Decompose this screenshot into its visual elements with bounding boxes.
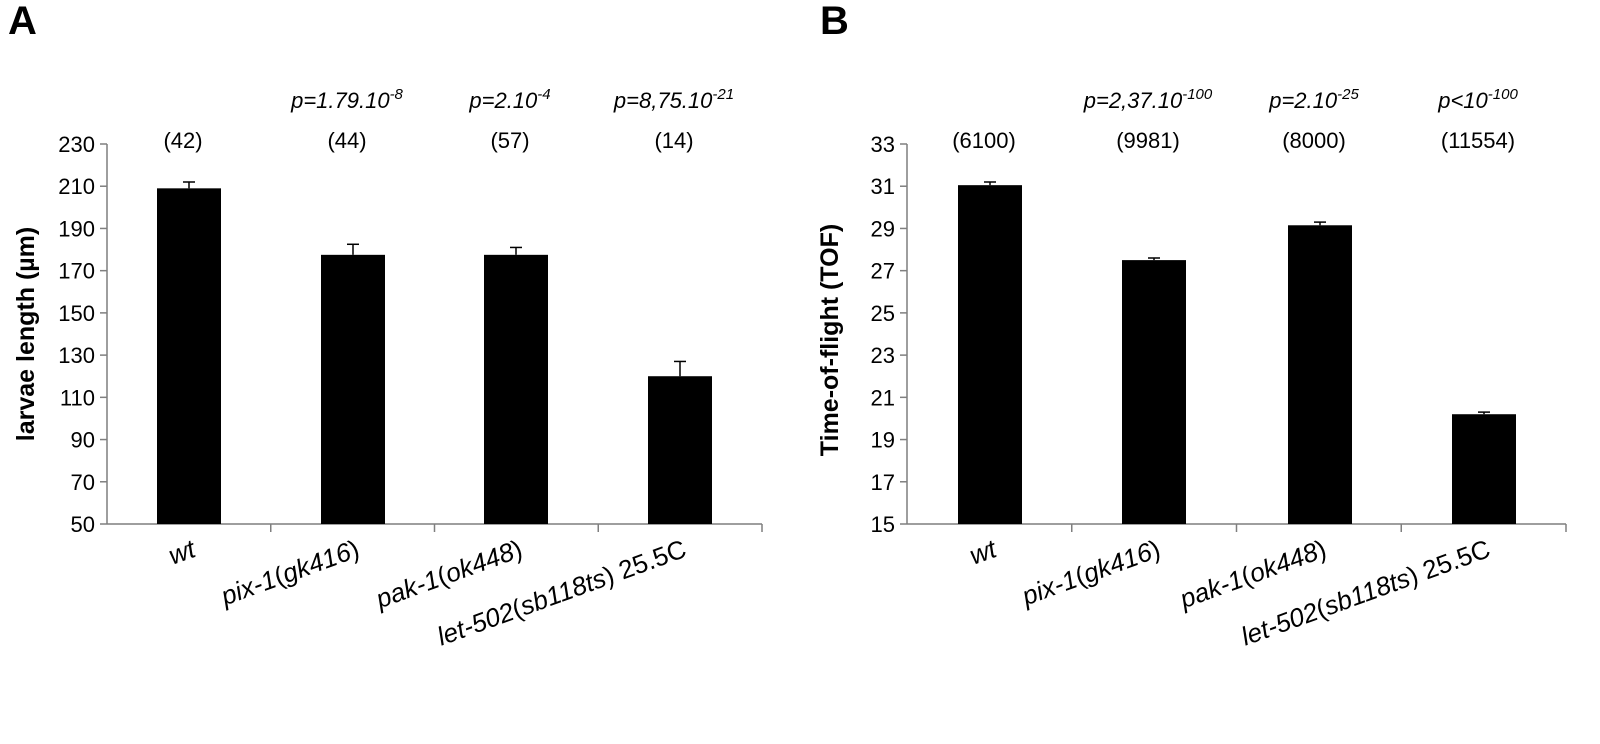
p-value-label: p=8,75.10-21 <box>613 86 734 113</box>
panel-b: B Time-of-flight (TOF) 15 17 19 21 23 25 27 29 31 3… <box>816 0 1567 651</box>
n-label: (9981) <box>1116 128 1180 153</box>
panel-letter: B <box>820 0 849 43</box>
y-tick-label: 27 <box>871 259 895 284</box>
y-tick-label: 33 <box>871 132 895 157</box>
y-tick-label: 230 <box>58 132 95 157</box>
bar-3 <box>648 376 712 524</box>
n-label: (42) <box>163 128 202 153</box>
y-tick-label: 31 <box>871 174 895 199</box>
bar-1 <box>321 254 385 525</box>
x-category-label: pix-1(gk416) <box>216 533 363 611</box>
p-value-label: p=2,37.10-100 <box>1083 86 1213 113</box>
n-label: (44) <box>327 128 366 153</box>
x-category-label: wt <box>164 533 200 571</box>
y-tick-label: 150 <box>58 301 95 326</box>
y-tick-label: 210 <box>58 174 95 199</box>
y-tick-label: 190 <box>58 216 95 241</box>
panel-letter: A <box>8 0 37 43</box>
x-category-label: wt <box>965 533 1001 571</box>
n-label: (14) <box>654 128 693 153</box>
bar-2 <box>484 254 548 525</box>
bar-2 <box>1288 225 1352 524</box>
y-tick-label: 29 <box>871 216 895 241</box>
bar-3 <box>1452 414 1516 524</box>
bar-0 <box>157 188 221 525</box>
y-tick-label: 50 <box>71 512 95 537</box>
y-axis-label: larvae length (µm) <box>12 227 40 441</box>
y-tick-label: 23 <box>871 343 895 368</box>
y-tick-label: 17 <box>871 470 895 495</box>
n-label: (11554) <box>1441 128 1515 153</box>
y-tick-label: 25 <box>871 301 895 326</box>
y-tick-label: 90 <box>71 428 95 453</box>
y-tick-label: 15 <box>871 512 895 537</box>
n-label: (8000) <box>1282 128 1346 153</box>
p-value-label: p<10-100 <box>1437 86 1518 113</box>
x-category-label: pix-1(gk416) <box>1017 533 1164 611</box>
p-value-label: p=2.10-4 <box>468 86 550 113</box>
n-label: (57) <box>490 128 529 153</box>
y-axis-label: Time-of-flight (TOF) <box>816 224 844 456</box>
p-value-label: p=2.10-25 <box>1268 86 1359 113</box>
bar-1 <box>1122 260 1186 524</box>
bar-0 <box>958 185 1022 524</box>
y-tick-label: 130 <box>58 343 95 368</box>
y-tick-label: 21 <box>871 385 895 410</box>
y-tick-label: 70 <box>71 470 95 495</box>
y-tick-label: 110 <box>60 385 95 410</box>
n-label: (6100) <box>952 128 1016 153</box>
y-tick-label: 19 <box>871 428 895 453</box>
p-value-label: p=1.79.10-8 <box>290 86 403 113</box>
y-tick-label: 170 <box>58 259 95 284</box>
